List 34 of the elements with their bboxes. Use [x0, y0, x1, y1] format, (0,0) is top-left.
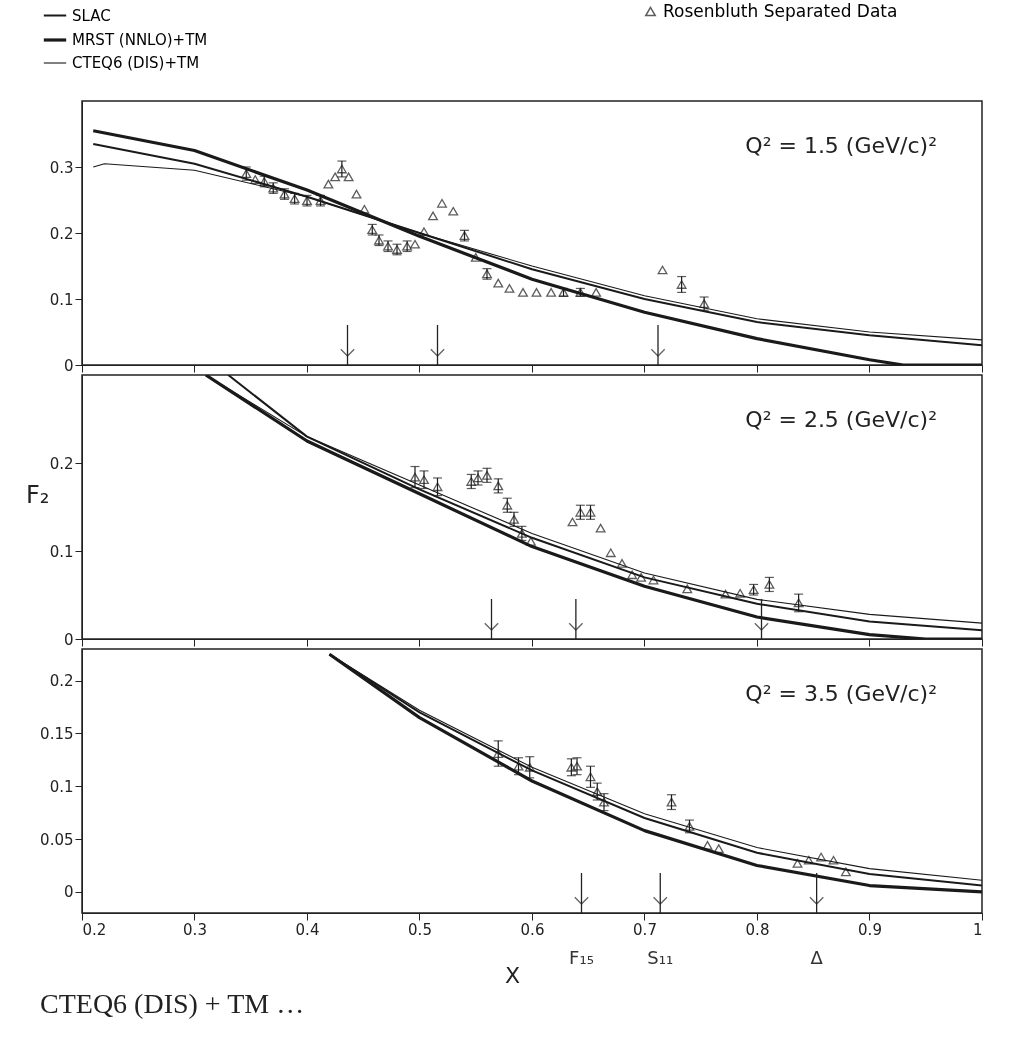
annotation: Q² = 1.5 (GeV/c)²	[745, 133, 937, 158]
ref-line-label: S₁₁	[647, 947, 674, 968]
y-tick-label: 0	[63, 356, 74, 375]
y-tick-label: 0.1	[49, 290, 74, 309]
y-tick-label: 0	[63, 630, 74, 649]
legend-label: MRST (NNLO)+TM	[72, 31, 208, 49]
y-tick-label: 0.2	[49, 454, 74, 473]
annotation: Q² = 2.5 (GeV/c)²	[745, 407, 937, 432]
x-tick-label: 0.6	[520, 920, 545, 939]
x-tick-label: 0.7	[633, 920, 657, 939]
y-tick-label: 0.05	[40, 830, 74, 849]
x-tick-label: 0.2	[82, 920, 107, 939]
y-tick-label: 0.2	[49, 672, 74, 691]
x-tick-label: 0.4	[295, 920, 320, 939]
y-tick-label: 0.15	[40, 724, 74, 743]
legend-label: SLAC	[72, 6, 111, 25]
x-axis-title: X	[504, 962, 521, 988]
x-tick-label: 0.5	[408, 920, 432, 939]
y-tick-label: 0	[63, 883, 74, 902]
y-tick-label: 0.1	[49, 542, 74, 561]
y-tick-label: 0.2	[49, 224, 74, 243]
y-axis-title: F₂	[25, 480, 50, 509]
ref-line-label: Δ	[810, 947, 824, 968]
annotation: Q² = 3.5 (GeV/c)²	[745, 681, 937, 706]
x-tick-label: 0.9	[858, 920, 882, 939]
legend-label: CTEQ6 (DIS)+TM	[72, 54, 200, 72]
legend-label: Rosenbluth Separated Data	[663, 0, 898, 21]
text: CTEQ6 (DIS) + TM …	[40, 988, 305, 1019]
x-tick-label: 0.3	[183, 920, 207, 939]
y-tick-label: 0.1	[49, 777, 74, 796]
y-tick-label: 0.3	[49, 158, 74, 177]
x-tick-label: 1	[972, 920, 983, 939]
x-tick-label: 0.8	[745, 920, 770, 939]
ref-line-label: F₁₅	[569, 947, 594, 968]
